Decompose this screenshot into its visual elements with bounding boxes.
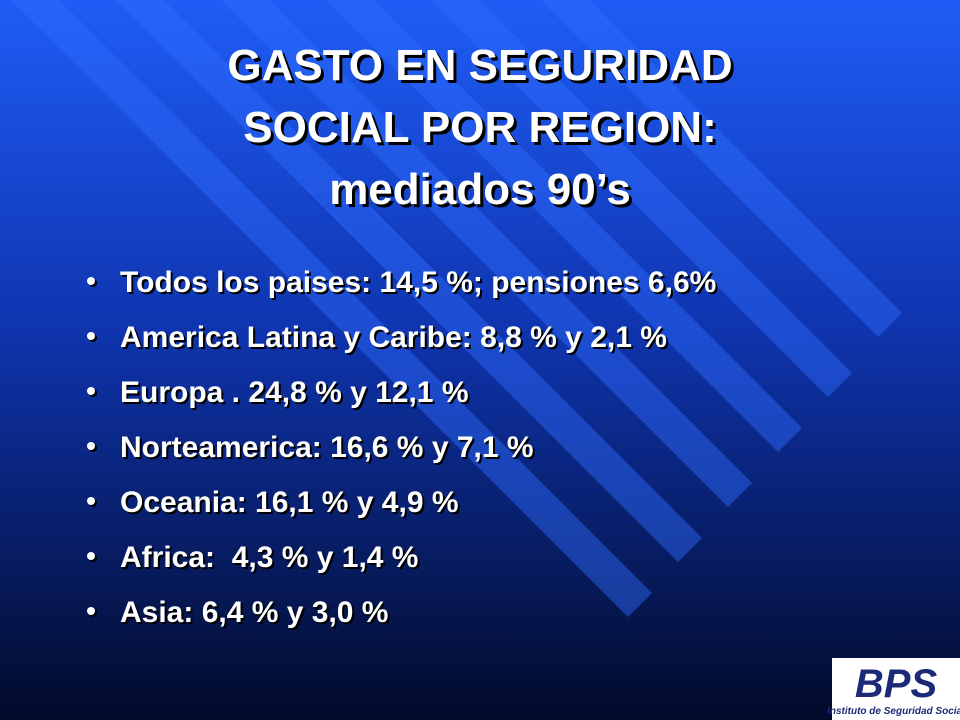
logo: BPS Instituto de Seguridad Social bbox=[827, 658, 960, 720]
title-line: GASTO EN SEGURIDAD bbox=[227, 41, 732, 90]
bullet-dot bbox=[87, 607, 95, 615]
bullet-dot bbox=[87, 552, 95, 560]
title-shadow: SOCIAL POR REGION: bbox=[246, 106, 719, 155]
title-shadow: GASTO EN SEGURIDAD bbox=[230, 44, 735, 93]
bullet-text: Europa . 24,8 % y 12,1 % bbox=[120, 376, 469, 409]
bullet-shadow: Asia: 6,4 % y 3,0 % bbox=[122, 598, 390, 631]
bullet-shadow: America Latina y Caribe: 8,8 % y 2,1 % bbox=[122, 323, 669, 356]
bullet-text: Asia: 6,4 % y 3,0 % bbox=[120, 596, 388, 629]
title-line: SOCIAL POR REGION: bbox=[243, 103, 716, 152]
logo-box bbox=[832, 658, 960, 720]
bullet-shadow: Europa . 24,8 % y 12,1 % bbox=[122, 378, 471, 411]
bullet-shadow: Africa: 4,3 % y 1,4 % bbox=[122, 543, 420, 576]
bullet-dot bbox=[87, 497, 95, 505]
bullet-text: Africa: 4,3 % y 1,4 % bbox=[120, 541, 418, 574]
bullet-shadow: Todos los paises: 14,5 %; pensiones 6,6% bbox=[122, 268, 718, 301]
bullet-shadow: Oceania: 16,1 % y 4,9 % bbox=[122, 488, 461, 521]
stripes bbox=[10, 0, 903, 618]
title-shadow: mediados 90’s bbox=[332, 168, 634, 217]
title-line: mediados 90’s bbox=[329, 165, 631, 214]
bullet-dot bbox=[87, 332, 95, 340]
bullet-text: Todos los paises: 14,5 %; pensiones 6,6% bbox=[120, 266, 716, 299]
bullet-shadow: Norteamerica: 16,6 % y 7,1 % bbox=[122, 433, 536, 466]
bullet-text: Oceania: 16,1 % y 4,9 % bbox=[120, 486, 459, 519]
bullet-dot bbox=[87, 387, 95, 395]
bullet-dot bbox=[87, 442, 95, 450]
logo-caption: Instituto de Seguridad Social bbox=[827, 706, 960, 717]
bullet-dot bbox=[87, 277, 95, 285]
bullet-text: America Latina y Caribe: 8,8 % y 2,1 % bbox=[120, 321, 667, 354]
bullet-text: Norteamerica: 16,6 % y 7,1 % bbox=[120, 431, 534, 464]
logo-mark: BPS bbox=[855, 662, 938, 706]
